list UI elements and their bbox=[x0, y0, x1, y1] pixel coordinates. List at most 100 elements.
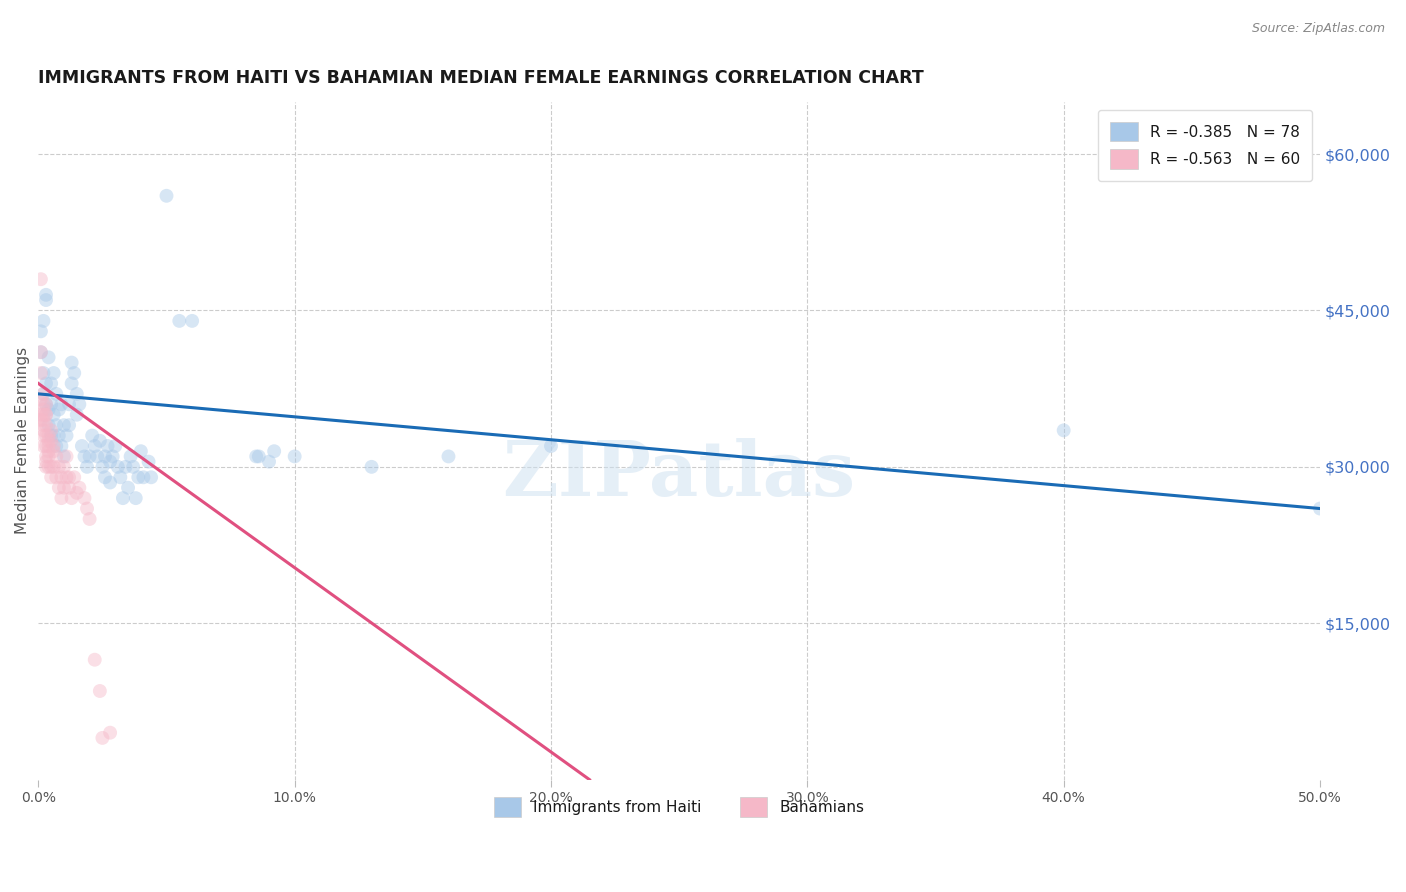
Point bbox=[245, 450, 267, 464]
Point bbox=[32, 408, 55, 422]
Point bbox=[66, 387, 89, 401]
Point bbox=[63, 366, 86, 380]
Point bbox=[45, 450, 67, 464]
Point bbox=[51, 491, 73, 505]
Point bbox=[32, 418, 55, 433]
Point bbox=[110, 470, 132, 484]
Point bbox=[127, 470, 149, 484]
Point bbox=[39, 459, 62, 474]
Point bbox=[55, 470, 77, 484]
Point bbox=[101, 450, 124, 464]
Point bbox=[79, 450, 101, 464]
Point bbox=[169, 314, 191, 328]
Point bbox=[35, 450, 58, 464]
Point bbox=[39, 428, 62, 442]
Point bbox=[30, 392, 52, 406]
Point bbox=[39, 423, 62, 437]
Point bbox=[39, 434, 62, 448]
Point bbox=[35, 397, 58, 411]
Point bbox=[35, 439, 58, 453]
Point bbox=[1309, 501, 1331, 516]
Point bbox=[45, 439, 67, 453]
Point bbox=[70, 439, 93, 453]
Point bbox=[35, 376, 58, 391]
Point bbox=[66, 408, 89, 422]
Point bbox=[76, 459, 98, 474]
Point bbox=[247, 450, 270, 464]
Point bbox=[125, 491, 148, 505]
Point bbox=[38, 444, 60, 458]
Point bbox=[181, 314, 204, 328]
Point bbox=[52, 450, 75, 464]
Point bbox=[132, 470, 155, 484]
Point bbox=[35, 428, 58, 442]
Point bbox=[91, 459, 114, 474]
Point bbox=[35, 418, 58, 433]
Point bbox=[257, 455, 280, 469]
Point bbox=[39, 376, 62, 391]
Point bbox=[58, 397, 80, 411]
Point bbox=[38, 351, 60, 365]
Point bbox=[32, 402, 55, 417]
Point bbox=[63, 470, 86, 484]
Point bbox=[32, 366, 55, 380]
Point bbox=[73, 491, 96, 505]
Point bbox=[360, 459, 382, 474]
Point bbox=[42, 428, 65, 442]
Point bbox=[35, 408, 58, 422]
Point bbox=[52, 459, 75, 474]
Point bbox=[58, 481, 80, 495]
Point bbox=[30, 345, 52, 359]
Point bbox=[67, 397, 90, 411]
Point bbox=[45, 418, 67, 433]
Point bbox=[30, 345, 52, 359]
Text: Source: ZipAtlas.com: Source: ZipAtlas.com bbox=[1251, 22, 1385, 36]
Point bbox=[42, 366, 65, 380]
Point bbox=[263, 444, 285, 458]
Point bbox=[1053, 423, 1076, 437]
Point bbox=[60, 355, 83, 369]
Point bbox=[48, 481, 70, 495]
Point bbox=[129, 444, 152, 458]
Point bbox=[51, 439, 73, 453]
Point bbox=[51, 470, 73, 484]
Point bbox=[38, 439, 60, 453]
Point bbox=[30, 413, 52, 427]
Point bbox=[48, 459, 70, 474]
Point bbox=[52, 418, 75, 433]
Point bbox=[42, 439, 65, 453]
Point bbox=[42, 408, 65, 422]
Point bbox=[437, 450, 460, 464]
Point bbox=[58, 418, 80, 433]
Point bbox=[83, 439, 105, 453]
Point bbox=[38, 428, 60, 442]
Point bbox=[60, 491, 83, 505]
Point bbox=[66, 486, 89, 500]
Point bbox=[39, 470, 62, 484]
Text: ZIPatlas: ZIPatlas bbox=[502, 438, 856, 512]
Point bbox=[39, 397, 62, 411]
Point bbox=[111, 491, 134, 505]
Point bbox=[35, 397, 58, 411]
Point bbox=[38, 434, 60, 448]
Point bbox=[82, 428, 104, 442]
Point bbox=[45, 387, 67, 401]
Point bbox=[32, 314, 55, 328]
Y-axis label: Median Female Earnings: Median Female Earnings bbox=[15, 347, 30, 534]
Point bbox=[138, 455, 160, 469]
Point bbox=[91, 731, 114, 745]
Point bbox=[86, 450, 108, 464]
Point bbox=[32, 397, 55, 411]
Point bbox=[139, 470, 162, 484]
Point bbox=[60, 376, 83, 391]
Point bbox=[35, 288, 58, 302]
Point bbox=[89, 684, 111, 698]
Point bbox=[30, 272, 52, 286]
Point bbox=[79, 512, 101, 526]
Point bbox=[120, 450, 142, 464]
Point bbox=[48, 402, 70, 417]
Point bbox=[55, 450, 77, 464]
Point bbox=[51, 397, 73, 411]
Point bbox=[67, 481, 90, 495]
Point bbox=[98, 455, 121, 469]
